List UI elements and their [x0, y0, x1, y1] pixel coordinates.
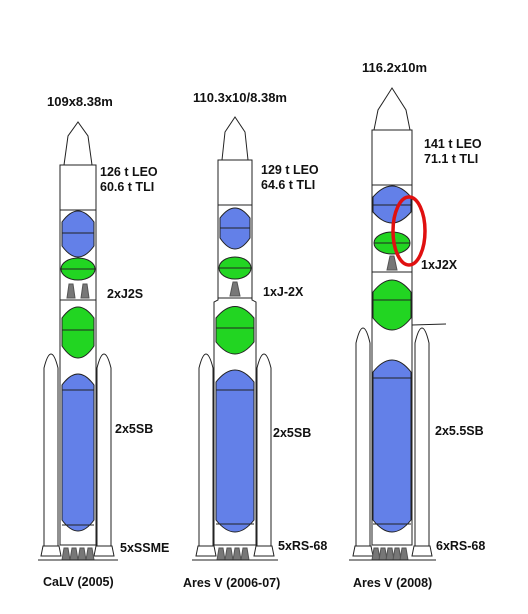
core-lox-tank [215, 369, 255, 533]
upper-stage-engines [66, 283, 90, 299]
left-booster [352, 327, 374, 557]
highlight-ring [391, 195, 427, 267]
rocket-1-core-engines: 5xSSME [120, 541, 170, 555]
payload-section [217, 159, 253, 206]
core-engines [61, 547, 95, 561]
upper-stage-lox-tank [61, 210, 95, 258]
core-lh2-tank-top [61, 306, 95, 359]
right-booster [411, 327, 433, 557]
rocket-1-upper-engine: 2xJ2S [107, 287, 144, 301]
nose-fairing [63, 121, 93, 166]
rocket-2-boosters: 2x5SB [273, 426, 312, 440]
rocket-3-payload-tli: 71.1 t TLI [424, 152, 479, 166]
rocket-3-dims: 116.2x10m [362, 60, 428, 75]
rocket-2-dims: 110.3x10/8.38m [193, 90, 287, 105]
core-lh2-tank-top [215, 306, 255, 355]
right-booster [253, 353, 275, 557]
rocket-3-payload-leo: 141 t LEO [424, 137, 482, 151]
upper-stage-engine [386, 255, 398, 271]
core-engines [371, 547, 409, 561]
upper-stage-lh2-tank [60, 257, 96, 281]
rocket-2-payload-tli: 64.6 t TLI [261, 178, 316, 192]
upper-stage-lh2-tank [218, 256, 252, 280]
payload-section [59, 164, 97, 211]
rocket-2-name: Ares V (2006-07) [183, 576, 281, 590]
core-lh2-tank-top [372, 279, 447, 331]
upper-stage-lox-tank [219, 207, 251, 250]
rocket-1-name: CaLV (2005) [43, 575, 114, 589]
upper-stage-lh2-tank [373, 231, 411, 255]
right-booster [93, 353, 115, 557]
rocket-ares-v-2008 [349, 87, 447, 561]
rocket-3-boosters: 2x5.5SB [435, 424, 484, 438]
rocket-3-upper-engine: 1xJ2X [421, 258, 458, 272]
rocket-2-payload-leo: 129 t LEO [261, 163, 319, 177]
left-booster [40, 353, 62, 557]
rocket-1-boosters: 2x5SB [115, 422, 154, 436]
core-lox-tank [372, 359, 412, 533]
rocket-2-upper-engine: 1xJ-2X [263, 285, 304, 299]
nose-fairing [221, 116, 249, 161]
rocket-1-payload-tli: 60.6 t TLI [100, 180, 155, 194]
core-lox-tank [61, 373, 95, 532]
rocket-3-core-engines: 6xRS-68 [436, 539, 486, 553]
left-booster [195, 353, 217, 557]
core-engines [216, 547, 250, 561]
upper-stage-lox-tank [372, 185, 412, 224]
rocket-1-dims: 109x8.38m [47, 94, 113, 109]
upper-stage-engine [229, 281, 241, 297]
rocket-calv-2005 [38, 121, 118, 561]
nose-fairing [373, 87, 411, 131]
rocket-2-core-engines: 5xRS-68 [278, 539, 328, 553]
rocket-ares-v-2006-07 [192, 116, 278, 561]
rocket-3-name: Ares V (2008) [353, 576, 433, 590]
rocket-1-payload-leo: 126 t LEO [100, 165, 158, 179]
payload-section [371, 129, 413, 186]
